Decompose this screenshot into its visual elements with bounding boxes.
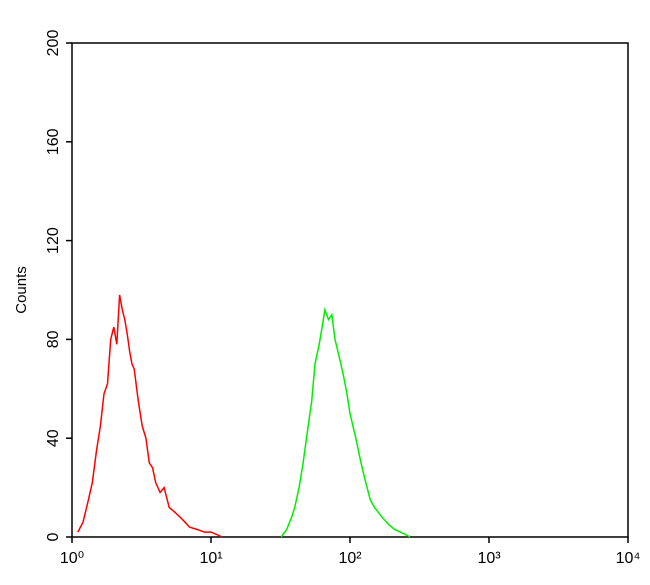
histogram-line xyxy=(77,294,223,538)
x-tick-label: 10² xyxy=(338,550,362,567)
y-tick-label: 120 xyxy=(45,227,62,254)
y-tick-label: 40 xyxy=(45,429,62,447)
histogram-line xyxy=(280,306,411,538)
y-axis-label: Counts xyxy=(13,266,30,314)
y-tick-label: 200 xyxy=(45,30,62,57)
x-tick-label: 10⁴ xyxy=(616,550,641,567)
x-tick-label: 10⁰ xyxy=(60,550,84,567)
plot-frame xyxy=(71,42,629,538)
x-tick-label: 10¹ xyxy=(199,550,222,567)
y-tick-label: 160 xyxy=(45,128,62,155)
y-tick-label: 80 xyxy=(45,330,62,348)
y-tick-label: 0 xyxy=(45,532,62,541)
x-tick-label: 10³ xyxy=(477,550,501,567)
